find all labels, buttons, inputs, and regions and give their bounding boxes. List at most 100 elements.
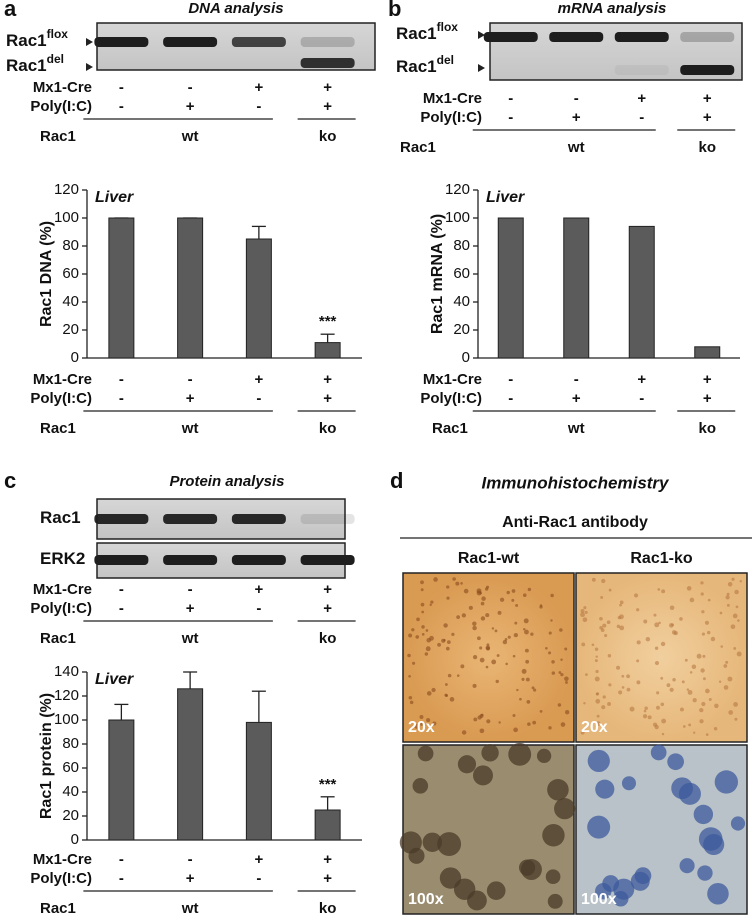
- nucleus: [530, 632, 534, 636]
- nucleus: [723, 664, 728, 668]
- nucleus: [661, 732, 665, 736]
- nucleus: [691, 664, 697, 669]
- nucleus: [548, 631, 552, 635]
- nucleus: [419, 715, 424, 719]
- gel-row-label: Rac1: [40, 508, 81, 527]
- nucleus: [511, 589, 516, 593]
- genotype-label: Mx1-Cre: [33, 371, 92, 388]
- nucleus: [446, 596, 450, 600]
- nucleus: [491, 627, 495, 630]
- panel-label: c: [4, 468, 16, 493]
- nucleus: [682, 725, 686, 728]
- nucleus: [539, 605, 543, 609]
- nucleus: [650, 744, 667, 761]
- group-name: ko: [698, 420, 716, 437]
- nucleus: [587, 815, 611, 839]
- nucleus: [656, 691, 660, 695]
- genotype-sign: +: [323, 870, 332, 887]
- nucleus: [723, 685, 729, 690]
- nucleus: [600, 596, 604, 599]
- genotype-sign: -: [119, 98, 124, 115]
- nucleus: [595, 669, 599, 674]
- nucleus: [554, 798, 576, 820]
- nucleus: [703, 833, 725, 856]
- nucleus: [654, 646, 659, 650]
- group-name: ko: [319, 630, 337, 647]
- genotype-sign: +: [323, 79, 332, 96]
- nucleus: [596, 692, 600, 696]
- nucleus: [580, 612, 585, 618]
- gel-band: [231, 37, 286, 47]
- nucleus: [472, 655, 478, 660]
- panel-label: d: [390, 468, 403, 493]
- nucleus: [714, 770, 739, 794]
- nucleus: [619, 600, 624, 605]
- nucleus: [477, 715, 482, 720]
- nucleus: [446, 585, 450, 589]
- nucleus: [660, 702, 665, 707]
- nucleus: [739, 579, 743, 583]
- genotype-sign: +: [323, 600, 332, 617]
- y-tick-label: 100: [54, 711, 79, 728]
- genotype-sign: +: [323, 851, 332, 868]
- nucleus: [480, 601, 485, 606]
- nucleus: [437, 832, 462, 857]
- genotype-sign: +: [254, 371, 263, 388]
- gel-row-label: ERK2: [40, 549, 85, 568]
- gel-band: [300, 37, 355, 47]
- genotype-label: Poly(I:C): [30, 390, 92, 407]
- nucleus: [479, 728, 485, 734]
- nucleus: [429, 635, 434, 641]
- nucleus: [451, 632, 455, 636]
- nucleus: [734, 717, 738, 721]
- nucleus: [686, 586, 692, 591]
- nucleus: [580, 730, 585, 735]
- nucleus: [601, 705, 606, 710]
- nucleus: [585, 673, 588, 677]
- nucleus: [733, 701, 739, 707]
- nucleus: [444, 683, 448, 686]
- bar: [108, 217, 135, 359]
- y-tick-label: 0: [462, 349, 470, 366]
- gel-title: mRNA analysis: [558, 0, 667, 17]
- gel-band: [300, 555, 355, 565]
- genotype-sign: +: [186, 870, 195, 887]
- nucleus: [701, 701, 706, 707]
- nucleus: [494, 629, 498, 633]
- nucleus: [596, 714, 600, 718]
- genotype-sign: +: [572, 390, 581, 407]
- nucleus: [708, 698, 712, 702]
- genotype-sign: -: [119, 870, 124, 887]
- nucleus: [476, 636, 481, 641]
- genotype-sign: -: [256, 870, 261, 887]
- bar: [628, 225, 655, 359]
- nucleus: [456, 615, 460, 619]
- genotype-label: Poly(I:C): [420, 390, 482, 407]
- y-tick-label: 80: [62, 735, 79, 752]
- nucleus: [681, 680, 685, 684]
- nucleus: [486, 646, 490, 651]
- magnification: 20x: [408, 719, 435, 736]
- chart-annotation: Liver: [95, 671, 134, 688]
- nucleus: [636, 640, 641, 645]
- genotype-sign: +: [186, 390, 195, 407]
- group-label: Rac1: [40, 900, 76, 916]
- nucleus: [657, 588, 661, 591]
- gel-title: Protein analysis: [169, 473, 284, 490]
- nucleus: [531, 686, 535, 690]
- nucleus: [730, 816, 746, 831]
- genotype-sign: -: [119, 390, 124, 407]
- nucleus: [705, 688, 710, 694]
- nucleus: [599, 626, 603, 630]
- nucleus: [460, 582, 463, 585]
- bar: [314, 809, 341, 841]
- nucleus: [460, 664, 465, 669]
- nucleus: [476, 588, 482, 594]
- genotype-sign: -: [508, 371, 513, 388]
- nucleus: [616, 665, 621, 670]
- genotype-sign: -: [119, 851, 124, 868]
- nucleus: [667, 753, 684, 771]
- genotype-sign: -: [188, 851, 193, 868]
- nucleus: [653, 613, 657, 617]
- gel-band: [549, 32, 604, 42]
